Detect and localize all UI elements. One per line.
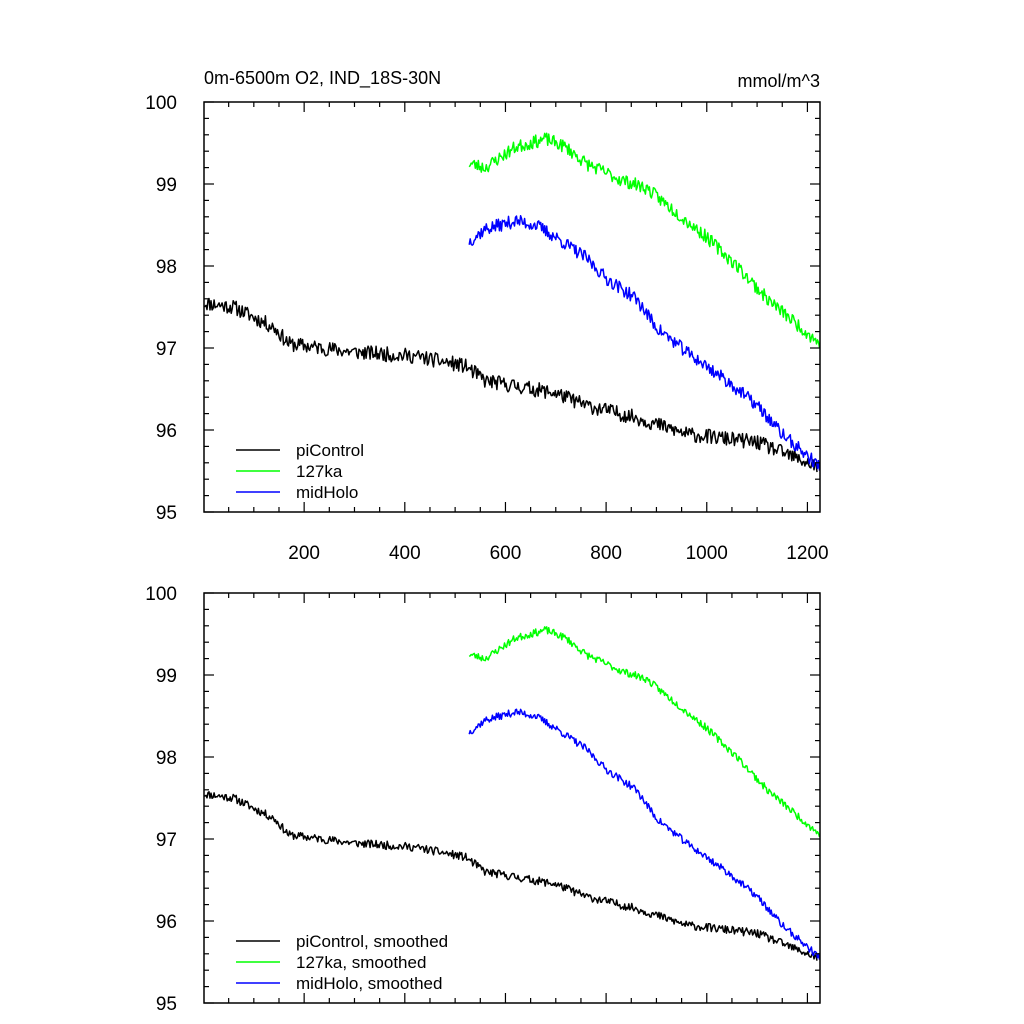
- x-tick-label: 200: [288, 543, 320, 564]
- legend-label-2: midHolo, smoothed: [296, 974, 442, 993]
- x-tick-label: 400: [389, 543, 421, 564]
- legend-label-1: 127ka: [296, 462, 343, 481]
- series-layer: [203, 626, 821, 961]
- y-tick-label: 96: [156, 912, 177, 933]
- legend-label-0: piControl: [296, 441, 364, 460]
- legend-label-2: midHolo: [296, 483, 358, 502]
- series-line-0: [203, 297, 818, 473]
- plot-frame: [203, 101, 821, 513]
- legend: piControl, smoothed 127ka, smoothed midHol…: [236, 932, 448, 993]
- series-line-2: [468, 708, 821, 960]
- y-tick-label: 98: [156, 748, 177, 769]
- series-layer: [203, 132, 821, 473]
- legend: piControl 127ka midHolo: [236, 441, 364, 502]
- y-tick-label: 95: [156, 503, 177, 524]
- plot-frame: [203, 592, 821, 1004]
- series-line-0: [203, 791, 818, 961]
- x-tick-label: 800: [590, 543, 622, 564]
- y-tick-label: 95: [156, 994, 177, 1015]
- legend-label-0: piControl, smoothed: [296, 932, 448, 951]
- series-line-1: [468, 626, 821, 838]
- axis-layer: 95 96 97 98 99 100 200 400 600 800 1000 1200: [145, 93, 828, 564]
- x-tick-label: 1200: [786, 543, 828, 564]
- y-tick-label: 97: [156, 830, 177, 851]
- y-tick-label: 99: [156, 175, 177, 196]
- legend-label-1: 127ka, smoothed: [296, 953, 426, 972]
- y-tick-label: 98: [156, 257, 177, 278]
- x-tick-label: 600: [490, 543, 522, 564]
- units-label: mmol/m^3: [738, 71, 820, 91]
- axis-layer: 95 96 97 98 99 100: [145, 584, 821, 1015]
- x-tick-label: 1000: [686, 543, 728, 564]
- y-tick-label: 100: [145, 584, 177, 605]
- y-tick-label: 100: [145, 93, 177, 114]
- y-tick-label: 99: [156, 666, 177, 687]
- panel-bottom: 95 96 97 98 99 100 piControl, smoothed 127ka, …: [145, 584, 821, 1015]
- panel-top: 0m-6500m O2, IND_18S-30N mmol/m^3 95 96 97…: [145, 68, 828, 564]
- y-tick-label: 96: [156, 421, 177, 442]
- chart-title: 0m-6500m O2, IND_18S-30N: [204, 68, 441, 89]
- series-line-1: [468, 132, 821, 348]
- series-line-2: [468, 214, 821, 471]
- y-tick-label: 97: [156, 339, 177, 360]
